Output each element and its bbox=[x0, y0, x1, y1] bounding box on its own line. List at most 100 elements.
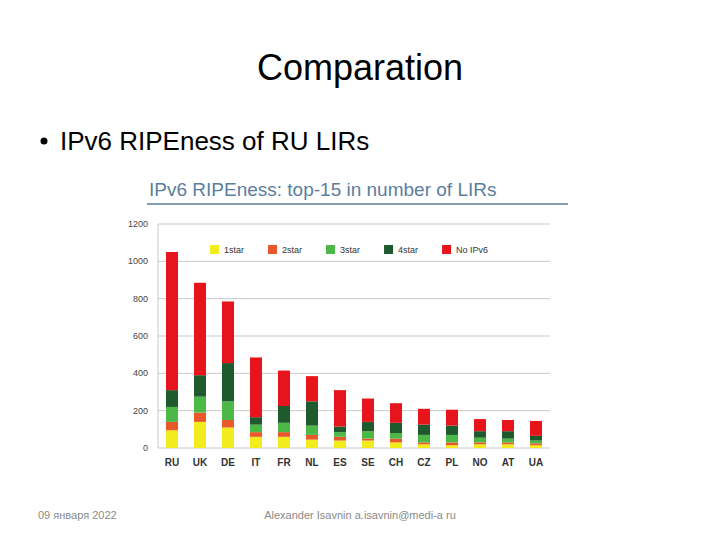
legend-label: 2star bbox=[282, 245, 302, 255]
x-tick-label: FR bbox=[277, 457, 291, 468]
bar-segment bbox=[166, 422, 178, 430]
x-tick-label: UA bbox=[529, 457, 543, 468]
chart-title: IPv6 RIPEness: top-15 in number of LIRs bbox=[149, 179, 496, 200]
bar-segment bbox=[530, 441, 542, 444]
bar-segment bbox=[530, 445, 542, 448]
legend-background bbox=[204, 240, 512, 260]
bar-segment bbox=[194, 397, 206, 413]
bar-segment bbox=[334, 441, 346, 448]
title-underline bbox=[147, 203, 568, 205]
bar-segment bbox=[418, 435, 430, 442]
x-tick-label: SE bbox=[361, 457, 375, 468]
bar-segment bbox=[278, 432, 290, 437]
bar-segment bbox=[278, 371, 290, 406]
bar-segment bbox=[418, 409, 430, 425]
bar-segment bbox=[502, 444, 514, 448]
bar-segment bbox=[474, 444, 486, 448]
y-tick-label: 600 bbox=[133, 331, 148, 341]
bar-segment bbox=[390, 433, 402, 439]
x-tick-label: PL bbox=[446, 457, 459, 468]
bar-segment bbox=[530, 436, 542, 441]
y-tick-label: 1200 bbox=[128, 219, 148, 229]
y-tick-label: 1000 bbox=[128, 256, 148, 266]
legend-label: 1star bbox=[224, 245, 244, 255]
y-tick-label: 200 bbox=[133, 406, 148, 416]
bar-segment bbox=[502, 439, 514, 443]
bar-segment bbox=[306, 401, 318, 425]
bar-segment bbox=[166, 430, 178, 448]
bar-segment bbox=[474, 438, 486, 443]
bar-segment bbox=[250, 432, 262, 437]
bar-segment bbox=[362, 422, 374, 431]
bar-segment bbox=[446, 410, 458, 426]
legend-label: 3star bbox=[340, 245, 360, 255]
bar-segment bbox=[390, 403, 402, 423]
bar-segment bbox=[166, 390, 178, 407]
bar-segment bbox=[306, 376, 318, 401]
background bbox=[0, 0, 720, 540]
grid-line bbox=[158, 261, 550, 262]
legend-swatch bbox=[384, 245, 393, 254]
bar-segment bbox=[278, 406, 290, 423]
bar-segment bbox=[166, 407, 178, 422]
bar-segment bbox=[502, 420, 514, 431]
legend: 1star2star3star4starNo IPv6 bbox=[204, 240, 512, 260]
bar-segment bbox=[250, 417, 262, 424]
bar-segment bbox=[194, 422, 206, 448]
bar-segment bbox=[250, 357, 262, 417]
bar-segment bbox=[306, 435, 318, 440]
grid-line bbox=[158, 410, 550, 411]
bar-segment bbox=[502, 431, 514, 438]
bar-segment bbox=[530, 421, 542, 436]
x-tick-label: ES bbox=[333, 457, 347, 468]
bar-segment bbox=[250, 437, 262, 448]
bar-segment bbox=[194, 375, 206, 396]
bar-segment bbox=[418, 444, 430, 448]
bar-segment bbox=[306, 440, 318, 448]
bar-segment bbox=[222, 363, 234, 401]
bar-segment bbox=[474, 442, 486, 444]
legend-swatch bbox=[442, 245, 451, 254]
bar-segment bbox=[502, 442, 514, 444]
slide-title: Comparation bbox=[257, 47, 463, 88]
x-tick-label: RU bbox=[165, 457, 179, 468]
bar-segment bbox=[222, 301, 234, 363]
bar-segment bbox=[390, 423, 402, 433]
bar-segment bbox=[222, 420, 234, 427]
chart: IPv6 RIPEness: top-15 in number of LIRs0… bbox=[128, 179, 568, 468]
grid-line bbox=[158, 336, 550, 337]
bar-segment bbox=[222, 401, 234, 420]
bar-segment bbox=[278, 423, 290, 432]
bullet-dot bbox=[41, 138, 48, 145]
legend-label: 4star bbox=[398, 245, 418, 255]
footer-date: 09 января 2022 bbox=[38, 509, 117, 521]
legend-swatch bbox=[268, 245, 277, 254]
bar-segment bbox=[446, 442, 458, 445]
bar-segment bbox=[446, 426, 458, 435]
bar-segment bbox=[334, 390, 346, 426]
grid-line bbox=[158, 448, 550, 449]
x-tick-label: IT bbox=[252, 457, 261, 468]
bar-segment bbox=[278, 437, 290, 448]
bar-segment bbox=[194, 413, 206, 422]
bar-segment bbox=[306, 426, 318, 435]
legend-swatch bbox=[326, 245, 335, 254]
y-tick-label: 800 bbox=[133, 294, 148, 304]
bar-segment bbox=[362, 441, 374, 448]
x-tick-label: CZ bbox=[417, 457, 430, 468]
bar-segment bbox=[418, 442, 430, 444]
bar-segment bbox=[362, 399, 374, 422]
bar-segment bbox=[362, 431, 374, 438]
bar-segment bbox=[334, 432, 346, 437]
bars bbox=[166, 252, 542, 448]
bar-segment bbox=[250, 425, 262, 432]
bar-segment bbox=[222, 427, 234, 448]
bar-segment bbox=[418, 425, 430, 435]
bar-segment bbox=[446, 445, 458, 448]
bar-segment bbox=[334, 427, 346, 433]
footer-author: Alexander Isavnin a.isavnin@medi-a ru bbox=[264, 509, 456, 521]
bar-segment bbox=[194, 283, 206, 375]
x-tick-label: NO bbox=[473, 457, 488, 468]
y-axis-line bbox=[158, 224, 159, 448]
bar-segment bbox=[390, 442, 402, 448]
